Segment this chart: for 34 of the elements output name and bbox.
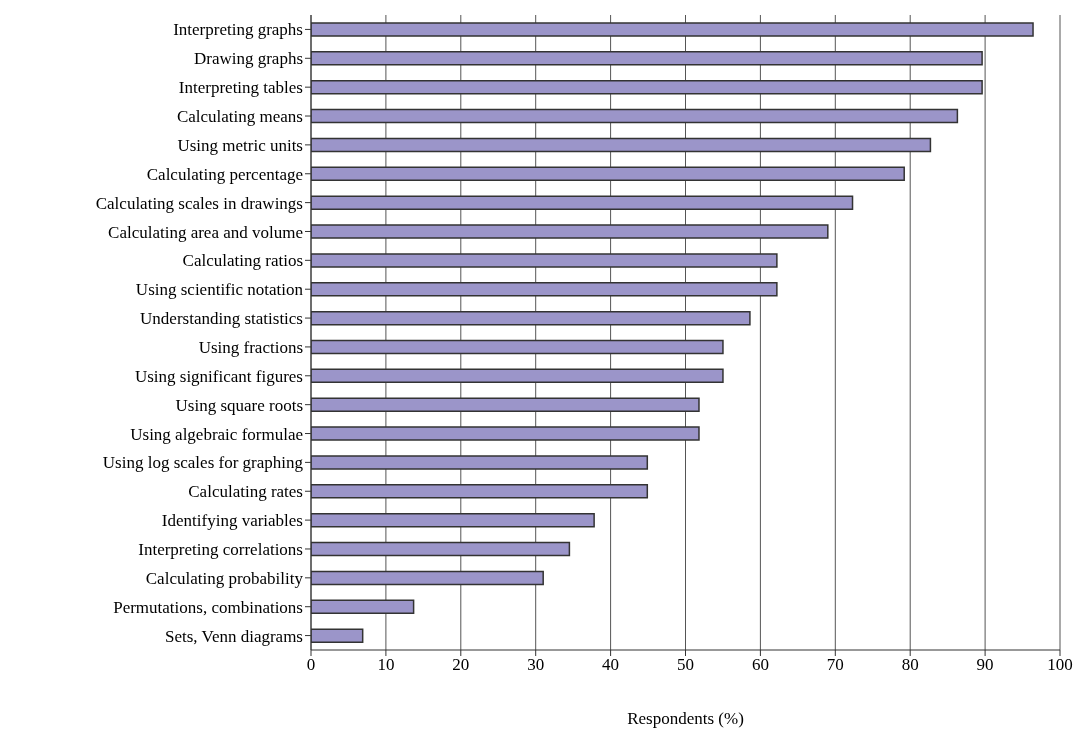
x-tick-label: 0 [306, 655, 316, 675]
y-tick-label: Sets, Venn diagrams [164, 626, 303, 646]
x-tick-label: 80 [901, 655, 919, 675]
y-tick-label: Understanding statistics [140, 309, 303, 329]
x-tick-label: 20 [452, 655, 470, 675]
y-tick-label: Interpreting tables [178, 78, 303, 98]
y-tick-label: Calculating area and volume [108, 222, 303, 242]
y-tick-label: Using algebraic formulae [130, 424, 303, 444]
x-tick-label: 50 [677, 655, 694, 675]
y-tick-label: Calculating scales in drawings [95, 193, 303, 213]
x-tick-label: 60 [751, 655, 769, 675]
y-tick-label: Using scientific notation [135, 280, 304, 300]
y-tick-label: Calculating probability [145, 568, 304, 588]
y-tick-label: Calculating means [176, 107, 303, 127]
y-tick-label: Using log scales for graphing [102, 453, 304, 473]
y-tick-label: Identifying variables [161, 511, 303, 531]
y-tick-label: Calculating ratios [182, 251, 303, 271]
y-tick-label: Using metric units [177, 135, 303, 155]
x-tick-label: 30 [527, 655, 545, 675]
y-tick-label: Using fractions [198, 337, 303, 357]
x-tick-label: 100 [1047, 655, 1073, 675]
x-tick-label: 90 [976, 655, 994, 675]
y-tick-label: Using significant figures [134, 366, 303, 386]
x-tick-label: 10 [377, 655, 395, 675]
x-axis-title: Respondents (%) [627, 709, 744, 728]
y-tick-label: Using square roots [175, 395, 303, 415]
x-tick-label: 40 [602, 655, 620, 675]
y-tick-label: Calculating rates [188, 482, 303, 502]
x-tick-label: 70 [826, 655, 844, 675]
y-tick-label: Permutations, combinations [113, 597, 303, 617]
y-tick-label: Calculating percentage [146, 164, 303, 184]
y-tick-label: Interpreting graphs [173, 20, 303, 40]
y-tick-label: Interpreting correlations [138, 540, 303, 560]
y-tick-label: Drawing graphs [193, 49, 303, 69]
